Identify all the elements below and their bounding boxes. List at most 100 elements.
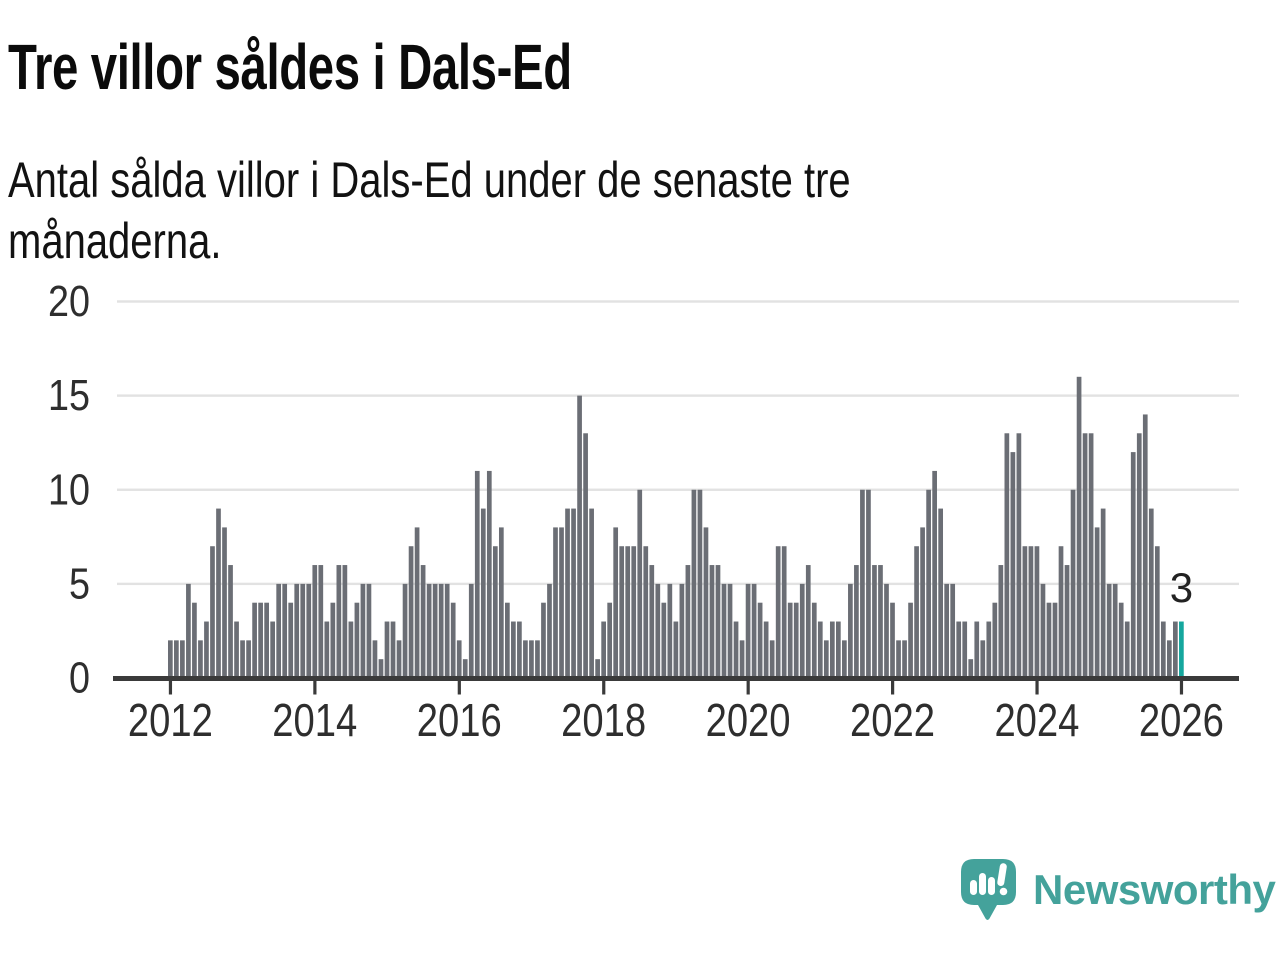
bar-2025-08 bbox=[1148, 508, 1154, 678]
bar-2016-12 bbox=[523, 640, 528, 678]
bar-2018-05 bbox=[625, 546, 631, 678]
bar-2018-09 bbox=[649, 565, 655, 678]
bar-2016-06 bbox=[486, 470, 492, 678]
bar-2024-03 bbox=[1046, 602, 1052, 678]
x-tick-2018 bbox=[602, 681, 606, 695]
bar-2020-08 bbox=[787, 602, 793, 678]
newsworthy-logo-text: Newsworthy bbox=[1033, 866, 1276, 913]
bar-2024-08 bbox=[1076, 376, 1082, 678]
bar-2013-05 bbox=[264, 602, 269, 678]
bar-2024-11 bbox=[1094, 527, 1100, 678]
y-axis-label-0: 0 bbox=[69, 654, 90, 703]
x-axis-label-2026: 2026 bbox=[1139, 694, 1224, 746]
logo-bar-1 bbox=[970, 880, 977, 895]
bar-2012-12 bbox=[234, 621, 239, 678]
x-axis-label-2022: 2022 bbox=[850, 694, 935, 746]
bar-2025-03 bbox=[1118, 602, 1124, 678]
bar-2015-04 bbox=[402, 583, 408, 678]
bar-2020-02 bbox=[751, 583, 757, 678]
bar-2017-12 bbox=[595, 659, 600, 678]
bar-2014-01 bbox=[312, 565, 318, 678]
bar-2024-05 bbox=[1058, 546, 1064, 678]
bar-2025-09 bbox=[1154, 546, 1160, 678]
x-axis-line bbox=[113, 676, 1239, 681]
bar-2018-08 bbox=[643, 546, 649, 678]
bar-2020-12 bbox=[811, 602, 817, 678]
bar-2021-12 bbox=[884, 583, 889, 678]
bar-2019-12 bbox=[739, 640, 745, 678]
bar-2019-08 bbox=[715, 565, 721, 678]
bar-2022-10 bbox=[944, 583, 950, 678]
bar-2024-07 bbox=[1070, 489, 1076, 678]
bar-2014-12 bbox=[378, 659, 384, 678]
bar-2021-07 bbox=[854, 565, 859, 678]
bar-2025-06 bbox=[1136, 433, 1142, 678]
y-axis-label-15: 15 bbox=[48, 371, 90, 420]
bar-2012-07 bbox=[204, 621, 209, 678]
bar-2022-11 bbox=[950, 583, 956, 678]
bar-2021-10 bbox=[872, 565, 877, 678]
bar-2024-09 bbox=[1082, 433, 1088, 678]
bar-2022-07 bbox=[926, 489, 931, 678]
x-tick-2026 bbox=[1179, 681, 1184, 695]
y-axis-label-5: 5 bbox=[69, 559, 90, 608]
bar-2015-06 bbox=[414, 527, 420, 678]
bar-2022-02 bbox=[896, 640, 901, 678]
gridline-y-5 bbox=[117, 582, 1239, 586]
bar-2016-11 bbox=[517, 621, 522, 678]
bar-2013-10 bbox=[294, 583, 300, 678]
bar-2013-12 bbox=[306, 583, 312, 678]
bar-2019-09 bbox=[721, 583, 727, 678]
x-tick-2020 bbox=[746, 681, 750, 695]
gridline-y-15 bbox=[117, 394, 1239, 397]
bar-2016-09 bbox=[505, 602, 510, 678]
bar-2015-09 bbox=[432, 583, 438, 678]
bar-2023-06 bbox=[992, 602, 998, 678]
bar-2020-01 bbox=[745, 583, 751, 678]
bar-2018-02 bbox=[607, 602, 613, 678]
bar-2015-05 bbox=[408, 546, 414, 678]
bar-2016-03 bbox=[468, 583, 474, 678]
bar-2024-12 bbox=[1100, 508, 1106, 678]
bar-2017-10 bbox=[583, 433, 588, 678]
x-axis-label-2024: 2024 bbox=[994, 694, 1079, 746]
bar-2016-02 bbox=[462, 659, 468, 678]
bar-2023-12 bbox=[1028, 546, 1034, 678]
bar-2016-10 bbox=[511, 621, 516, 678]
bar-2014-03 bbox=[324, 621, 330, 678]
y-axis-label-20: 20 bbox=[48, 277, 90, 326]
bar-2013-04 bbox=[258, 602, 263, 678]
bar-2014-09 bbox=[360, 583, 366, 678]
bar-2022-08 bbox=[932, 470, 937, 678]
bar-2018-10 bbox=[655, 583, 661, 678]
x-axis-label-2012: 2012 bbox=[128, 694, 213, 746]
bar-2025-01 bbox=[1106, 583, 1112, 678]
bar-2014-02 bbox=[318, 565, 324, 678]
bar-2014-11 bbox=[372, 640, 378, 678]
bar-2019-06 bbox=[703, 527, 709, 678]
bar-2020-11 bbox=[805, 565, 811, 678]
bar-2023-02 bbox=[968, 659, 974, 678]
bar-2022-05 bbox=[914, 546, 919, 678]
bar-2017-04 bbox=[547, 583, 552, 678]
newsworthy-logo-icon bbox=[961, 859, 1016, 920]
bar-2014-05 bbox=[336, 565, 342, 678]
bar-2015-07 bbox=[420, 565, 426, 678]
bar-2012-10 bbox=[222, 527, 227, 678]
bar-2021-08 bbox=[860, 489, 865, 678]
bar-2015-01 bbox=[384, 621, 390, 678]
x-axis-label-2020: 2020 bbox=[706, 694, 791, 746]
bar-2022-03 bbox=[902, 640, 907, 678]
gridline-y-20 bbox=[117, 300, 1239, 303]
bar-2012-05 bbox=[192, 602, 197, 678]
bar-2023-10 bbox=[1016, 433, 1022, 678]
bar-2019-04 bbox=[691, 489, 697, 678]
x-axis-label-2014: 2014 bbox=[272, 694, 357, 746]
y-axis-label-10: 10 bbox=[48, 465, 90, 514]
bar-2020-03 bbox=[757, 602, 763, 678]
bar-2024-10 bbox=[1088, 433, 1094, 678]
bar-2017-11 bbox=[589, 508, 594, 678]
bar-2015-02 bbox=[390, 621, 396, 678]
newsworthy-logo: Newsworthy bbox=[960, 858, 1276, 922]
